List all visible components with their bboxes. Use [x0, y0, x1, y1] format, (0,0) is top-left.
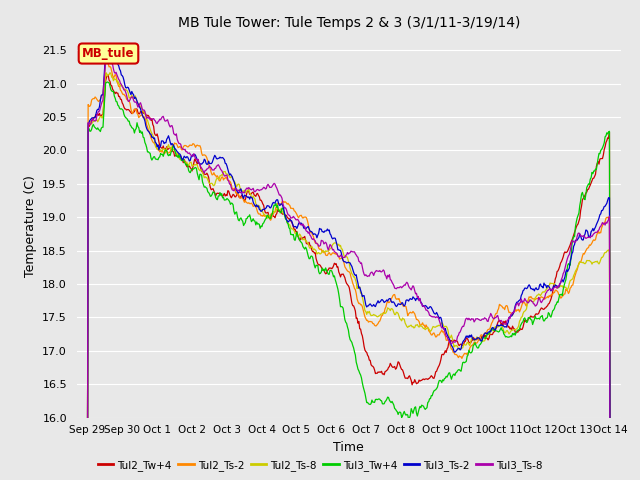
- X-axis label: Time: Time: [333, 441, 364, 454]
- Legend: Tul2_Tw+4, Tul2_Ts-2, Tul2_Ts-8, Tul3_Tw+4, Tul3_Ts-2, Tul3_Ts-8: Tul2_Tw+4, Tul2_Ts-2, Tul2_Ts-8, Tul3_Tw…: [93, 456, 547, 475]
- Text: MB_tule: MB_tule: [82, 47, 135, 60]
- Title: MB Tule Tower: Tule Temps 2 & 3 (3/1/11-3/19/14): MB Tule Tower: Tule Temps 2 & 3 (3/1/11-…: [178, 16, 520, 30]
- Y-axis label: Temperature (C): Temperature (C): [24, 175, 36, 276]
